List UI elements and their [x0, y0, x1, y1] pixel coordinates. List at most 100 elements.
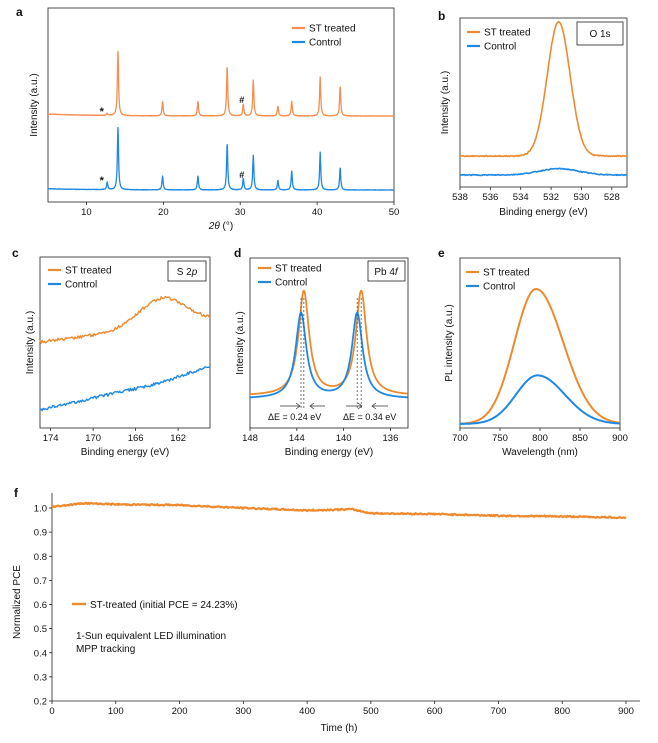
- panel-a-legend-entry-1: Control: [309, 38, 341, 49]
- panel-c-ylabel: Intensity (a.u.): [25, 311, 36, 374]
- panel-d-tag: Pb 4f: [374, 267, 399, 278]
- panel-d-x-tick-label: 144: [289, 433, 305, 444]
- panel-d-letter: d: [234, 246, 241, 260]
- panel-f-series-0: [51, 501, 627, 520]
- panel-b-frame: [459, 17, 628, 188]
- panel-d-series-0: [249, 289, 409, 396]
- panel-b-letter: b: [438, 9, 445, 23]
- panel-f-x-tick-label: 100: [108, 706, 124, 717]
- panel-c-frame: [39, 256, 211, 429]
- panel-b-x-tick-label: 538: [452, 192, 468, 203]
- panel-f-letter: f: [14, 486, 19, 500]
- panel-c-series-1: [39, 366, 211, 412]
- panel-f-x-tick-label: 500: [363, 706, 379, 717]
- panel-b-x-tick-label: 530: [574, 192, 590, 203]
- panel-b-legend-entry-0: ST treated: [484, 28, 531, 39]
- panel-d-arrow-4: [371, 402, 388, 410]
- panel-e-legend-entry-1: Control: [483, 282, 515, 293]
- panel-a-x-tick-label: 20: [158, 207, 169, 218]
- panel-a-frame: [47, 7, 395, 203]
- panel-f-legend-entry: ST-treated (initial PCE = 24.23%): [90, 600, 238, 611]
- panel-f-y-tick-label: 0.5: [34, 624, 47, 635]
- panel-d-xlabel: Binding energy (eV): [285, 447, 373, 458]
- panel-d-series-1: [249, 311, 409, 399]
- panel-a-xlabel: 2θ (°): [208, 221, 233, 232]
- panel-f-x-tick-label: 0: [49, 706, 54, 717]
- panel-c-legend-entry-1: Control: [65, 280, 97, 291]
- panel-a-x-tick-label: 50: [389, 207, 400, 218]
- panel-a-ylabel: Intensity (a.u.): [29, 73, 40, 136]
- panel-c-tag: S 2p: [177, 267, 198, 278]
- panel-f-x-tick-label: 400: [299, 706, 315, 717]
- panel-b-x-tick-label: 532: [543, 192, 559, 203]
- panel-d-x-tick-label: 148: [242, 433, 258, 444]
- panel-f-note-line-2: MPP tracking: [76, 644, 135, 655]
- panel-e-x-tick-label: 750: [492, 433, 508, 444]
- panel-b-x-tick-label: 536: [482, 192, 498, 203]
- panel-a-series-1: [47, 126, 395, 191]
- panel-b-ylabel: Intensity (a.u.): [440, 71, 451, 134]
- panel-d-legend-entry-1: Control: [275, 278, 307, 289]
- panel-b-x-tick-label: 534: [513, 192, 529, 203]
- panel-d-annot-delta-1: ΔE = 0.24 eV: [268, 412, 321, 422]
- panel-a-x-tick-label: 30: [235, 207, 246, 218]
- panel-f-y-tick-label: 0.8: [34, 552, 47, 563]
- panel-b-series-0: [460, 20, 628, 158]
- panel-c-x-tick-label: 170: [85, 433, 101, 444]
- panel-c-x-tick-label: 166: [128, 433, 144, 444]
- panel-e-x-tick-label: 800: [532, 433, 548, 444]
- panel-e-legend-entry-0: ST treated: [483, 268, 530, 279]
- panel-f-x-tick-label: 200: [172, 706, 188, 717]
- panel-c-x-tick-label: 162: [170, 433, 186, 444]
- panel-f-x-tick-label: 800: [554, 706, 570, 717]
- panel-a-x-tick-label: 10: [81, 207, 92, 218]
- panel-b-xlabel: Binding energy (eV): [499, 207, 587, 218]
- panel-c-legend-entry-0: ST treated: [65, 266, 112, 277]
- panel-d-frame: [249, 257, 409, 429]
- panel-f-y-tick-label: 0.2: [34, 697, 47, 708]
- panel-a-annot-star-top: *: [100, 106, 105, 118]
- panel-f-x-tick-label: 900: [618, 706, 634, 717]
- panel-e-series-0: [459, 288, 621, 425]
- panel-a-x-tick-label: 40: [312, 207, 323, 218]
- panel-b-tag-box: [576, 21, 624, 46]
- panel-f-y-tick-label: 0.6: [34, 600, 47, 611]
- panel-a-annot-hash-top: #: [239, 95, 244, 105]
- panel-f-y-tick-label: 0.9: [34, 528, 47, 539]
- panel-b-tag: O 1s: [589, 29, 610, 40]
- panel-f-note-line-1: 1-Sun equivalent LED illumination: [76, 631, 226, 642]
- panel-d-x-tick-label: 136: [383, 433, 399, 444]
- panel-b-x-tick-label: 528: [604, 192, 620, 203]
- panel-c-xlabel: Binding energy (eV): [81, 447, 169, 458]
- panel-a-annot-star-bottom: *: [100, 175, 105, 187]
- panel-c-tag-box: [167, 260, 207, 282]
- panel-f-x-tick-label: 300: [235, 706, 251, 717]
- panel-c-x-tick-label: 174: [43, 433, 59, 444]
- panel-e-letter: e: [438, 246, 445, 260]
- panel-e-ylabel: PL intensity (a.u.): [444, 304, 455, 381]
- panel-c-letter: c: [12, 246, 19, 260]
- panel-f-y-tick-label: 1.0: [34, 504, 47, 515]
- panel-e-xlabel: Wavelength (nm): [502, 447, 578, 458]
- panel-f-xlabel: Time (h): [321, 723, 358, 734]
- panel-d-tag-box: [367, 260, 406, 282]
- panel-e-x-tick-label: 850: [572, 433, 588, 444]
- panel-d-annot-delta-2: ΔE = 0.34 eV: [343, 412, 396, 422]
- panel-d-arrow-2: [309, 402, 325, 410]
- panel-d-arrow-3: [346, 402, 363, 410]
- panel-e-x-tick-label: 900: [612, 433, 628, 444]
- panel-a-series-0: [47, 50, 395, 117]
- panel-f-y-tick-label: 0.4: [34, 648, 47, 659]
- panel-e-series-1: [459, 374, 621, 425]
- panel-e-x-tick-label: 700: [452, 433, 468, 444]
- panel-f-x-tick-label: 700: [491, 706, 507, 717]
- panel-b-legend-entry-1: Control: [484, 42, 516, 53]
- panel-d-x-tick-label: 140: [336, 433, 352, 444]
- panel-d-ylabel: Intensity (a.u.): [235, 311, 246, 374]
- panel-f-y-tick-label: 0.7: [34, 576, 47, 587]
- panel-f-x-tick-label: 600: [427, 706, 443, 717]
- panel-b-series-1: [459, 167, 628, 177]
- panel-a-legend-entry-0: ST treated: [309, 24, 356, 35]
- panel-a-letter: a: [16, 5, 23, 19]
